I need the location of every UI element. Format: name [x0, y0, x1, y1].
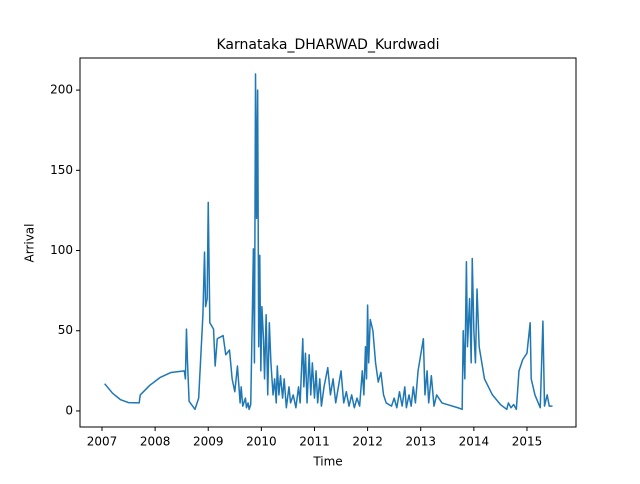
chart-title: Karnataka_DHARWAD_Kurdwadi [216, 37, 439, 53]
y-axis-label: Arrival [23, 224, 37, 263]
y-tick-label: 0 [65, 403, 73, 417]
y-tick-label: 50 [58, 323, 73, 337]
x-axis-label: Time [312, 455, 342, 469]
x-tick-label: 2013 [405, 435, 436, 449]
data-line [104, 73, 553, 411]
x-tick-label: 2011 [299, 435, 330, 449]
x-tick-label: 2012 [352, 435, 383, 449]
x-tick-label: 2010 [246, 435, 277, 449]
x-tick-label: 2015 [512, 435, 543, 449]
x-tick-label: 2008 [140, 435, 171, 449]
plot-frame [79, 57, 577, 428]
y-tick-label: 150 [50, 163, 73, 177]
y-tick-label: 200 [50, 83, 73, 97]
x-tick-label: 2009 [193, 435, 224, 449]
x-tick-label: 2014 [459, 435, 490, 449]
x-tick-label: 2007 [87, 435, 118, 449]
y-tick-label: 100 [50, 243, 73, 257]
